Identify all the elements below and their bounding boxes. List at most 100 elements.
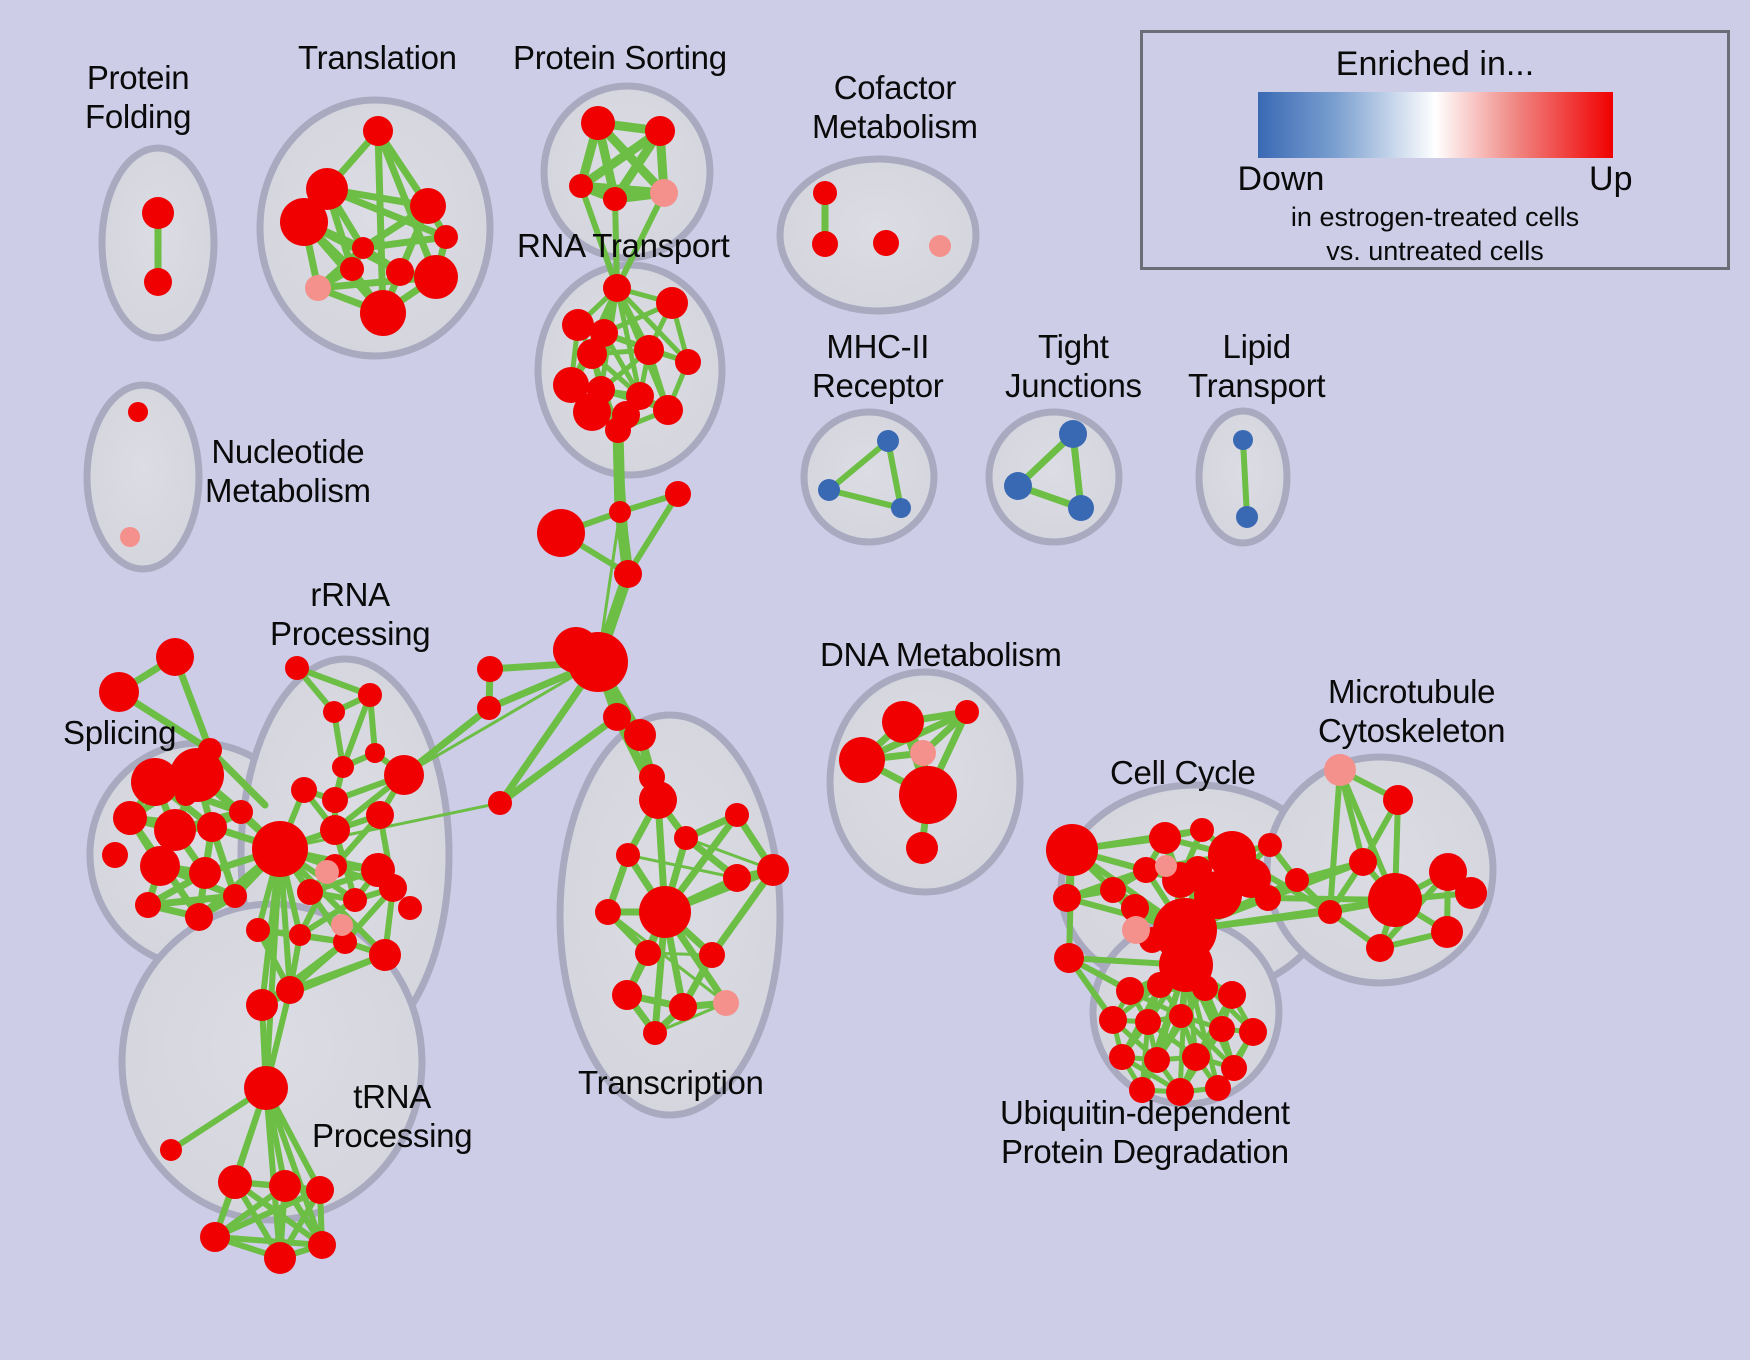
node [725, 803, 749, 827]
label-lipid-transport: Lipid Transport [1188, 328, 1326, 404]
legend-color-gradient-bar [1257, 92, 1613, 158]
node [1209, 1016, 1235, 1042]
node [1285, 868, 1309, 892]
node [723, 864, 751, 892]
node [223, 884, 247, 908]
node [674, 826, 698, 850]
node [369, 939, 401, 971]
node [650, 179, 678, 207]
label-splicing: Splicing [63, 714, 177, 751]
node [189, 857, 221, 889]
node [1149, 822, 1181, 854]
label-protein-folding: Protein Folding [85, 59, 192, 135]
node [906, 832, 938, 864]
node [131, 758, 179, 806]
node [569, 174, 593, 198]
node [573, 393, 611, 431]
node [252, 821, 308, 877]
label-cell-cycle: Cell Cycle [1110, 754, 1256, 791]
label-translation: Translation [298, 39, 457, 76]
node [218, 1165, 252, 1199]
node [839, 737, 885, 783]
legend-panel: Enriched in... Down Up in estrogen-treat… [1140, 30, 1730, 270]
node [1190, 818, 1214, 842]
label-trna-processing: tRNA Processing [312, 1078, 473, 1154]
node [645, 116, 675, 146]
node [1135, 1009, 1161, 1035]
legend-high-label: Up [1589, 160, 1633, 198]
node [366, 801, 394, 829]
node [1100, 877, 1126, 903]
node [320, 815, 350, 845]
node [699, 942, 725, 968]
node [635, 940, 661, 966]
node [614, 560, 642, 588]
node [102, 842, 128, 868]
node [246, 989, 278, 1021]
node [244, 1066, 288, 1110]
node [882, 701, 924, 743]
node [306, 168, 348, 210]
node [669, 993, 697, 1021]
node [1455, 877, 1487, 909]
node [577, 339, 607, 369]
node [269, 1170, 301, 1202]
node [120, 527, 140, 547]
node [352, 237, 374, 259]
node [605, 417, 631, 443]
node [1122, 916, 1150, 944]
node [891, 498, 911, 518]
label-microtubule-cytoskeleton: Microtubule Cytoskeleton [1318, 673, 1506, 749]
node [315, 860, 339, 884]
node [656, 287, 688, 319]
node [603, 187, 627, 211]
node [477, 696, 501, 720]
node [955, 700, 979, 724]
node [280, 198, 328, 246]
node [1239, 1018, 1267, 1046]
node [1258, 833, 1282, 857]
node [297, 879, 323, 905]
node [603, 274, 631, 302]
node [1155, 855, 1177, 877]
node [291, 777, 317, 803]
node [1121, 894, 1149, 922]
node [246, 918, 270, 942]
node [1368, 873, 1422, 927]
label-rrna-processing: rRNA Processing [270, 576, 431, 652]
node [276, 976, 304, 1004]
hull-nucleotide [83, 381, 203, 573]
node [332, 756, 354, 778]
node [639, 781, 677, 819]
node [1366, 934, 1394, 962]
node [386, 258, 414, 286]
hull-mhc [800, 408, 938, 546]
node [713, 990, 739, 1016]
node [160, 1139, 182, 1161]
node [1129, 1077, 1155, 1103]
node [197, 812, 227, 842]
node [156, 638, 194, 676]
node [477, 656, 503, 682]
node [653, 395, 683, 425]
label-cofactor-metabolism: Cofactor Metabolism [812, 69, 978, 145]
node [142, 197, 174, 229]
node [1046, 824, 1098, 876]
node [140, 846, 180, 886]
label-mhc-ii-receptor: MHC-II Receptor [812, 328, 944, 404]
node [185, 903, 213, 931]
node [1099, 1006, 1127, 1034]
node [873, 230, 899, 256]
node [414, 255, 458, 299]
node [154, 809, 196, 851]
node [398, 896, 422, 920]
node [488, 791, 512, 815]
label-dna-metabolism: DNA Metabolism [820, 636, 1062, 673]
node [1349, 848, 1377, 876]
node [1109, 1044, 1135, 1070]
node [581, 106, 615, 140]
node [612, 980, 642, 1010]
node [306, 1176, 334, 1204]
node [1236, 506, 1258, 528]
